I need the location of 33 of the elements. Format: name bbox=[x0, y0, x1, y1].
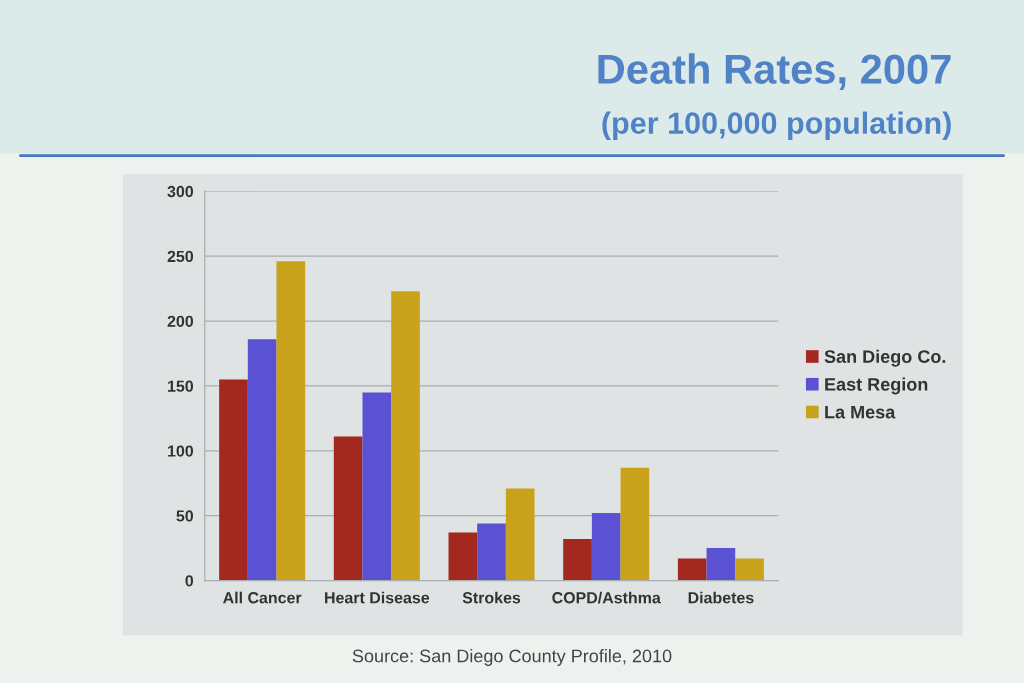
y-tick-label: 100 bbox=[168, 445, 194, 457]
bar bbox=[362, 392, 392, 581]
y-tick-label: 150 bbox=[168, 380, 194, 392]
y-tick-label: 200 bbox=[167, 315, 194, 327]
y-tick-label: 250 bbox=[167, 250, 194, 263]
legend-label: La Mesa bbox=[825, 405, 896, 419]
bar bbox=[677, 558, 707, 581]
bar bbox=[735, 558, 764, 581]
bar bbox=[219, 379, 248, 581]
bar bbox=[620, 467, 650, 581]
bar bbox=[706, 548, 736, 581]
y-tick-label: 50 bbox=[176, 510, 194, 522]
y-tick-label: 300 bbox=[167, 185, 194, 198]
bar bbox=[448, 532, 478, 581]
bar bbox=[505, 488, 535, 581]
x-tick-label: All Cancer bbox=[223, 591, 302, 604]
bar bbox=[563, 539, 592, 581]
x-tick-label: Heart Disease bbox=[325, 591, 430, 604]
bar bbox=[247, 339, 277, 581]
y-tick-label: 0 bbox=[185, 575, 194, 587]
source-note: Source: San Diego County Profile, 2010 bbox=[352, 649, 672, 666]
legend-label: San Diego Co. bbox=[824, 349, 946, 367]
bar bbox=[333, 436, 363, 581]
bar bbox=[276, 261, 306, 581]
legend-label: East Region bbox=[825, 377, 928, 395]
chart-title: Death Rates, 2007 bbox=[598, 53, 951, 91]
bar bbox=[391, 291, 420, 581]
x-tick-label: Diabetes bbox=[688, 591, 754, 604]
bar bbox=[591, 513, 621, 581]
x-tick-label: COPD/Asthma bbox=[552, 591, 661, 604]
chart-subtitle: (per 100,000 population) bbox=[602, 111, 951, 141]
x-tick-label: Strokes bbox=[462, 591, 521, 604]
bar bbox=[477, 523, 506, 581]
